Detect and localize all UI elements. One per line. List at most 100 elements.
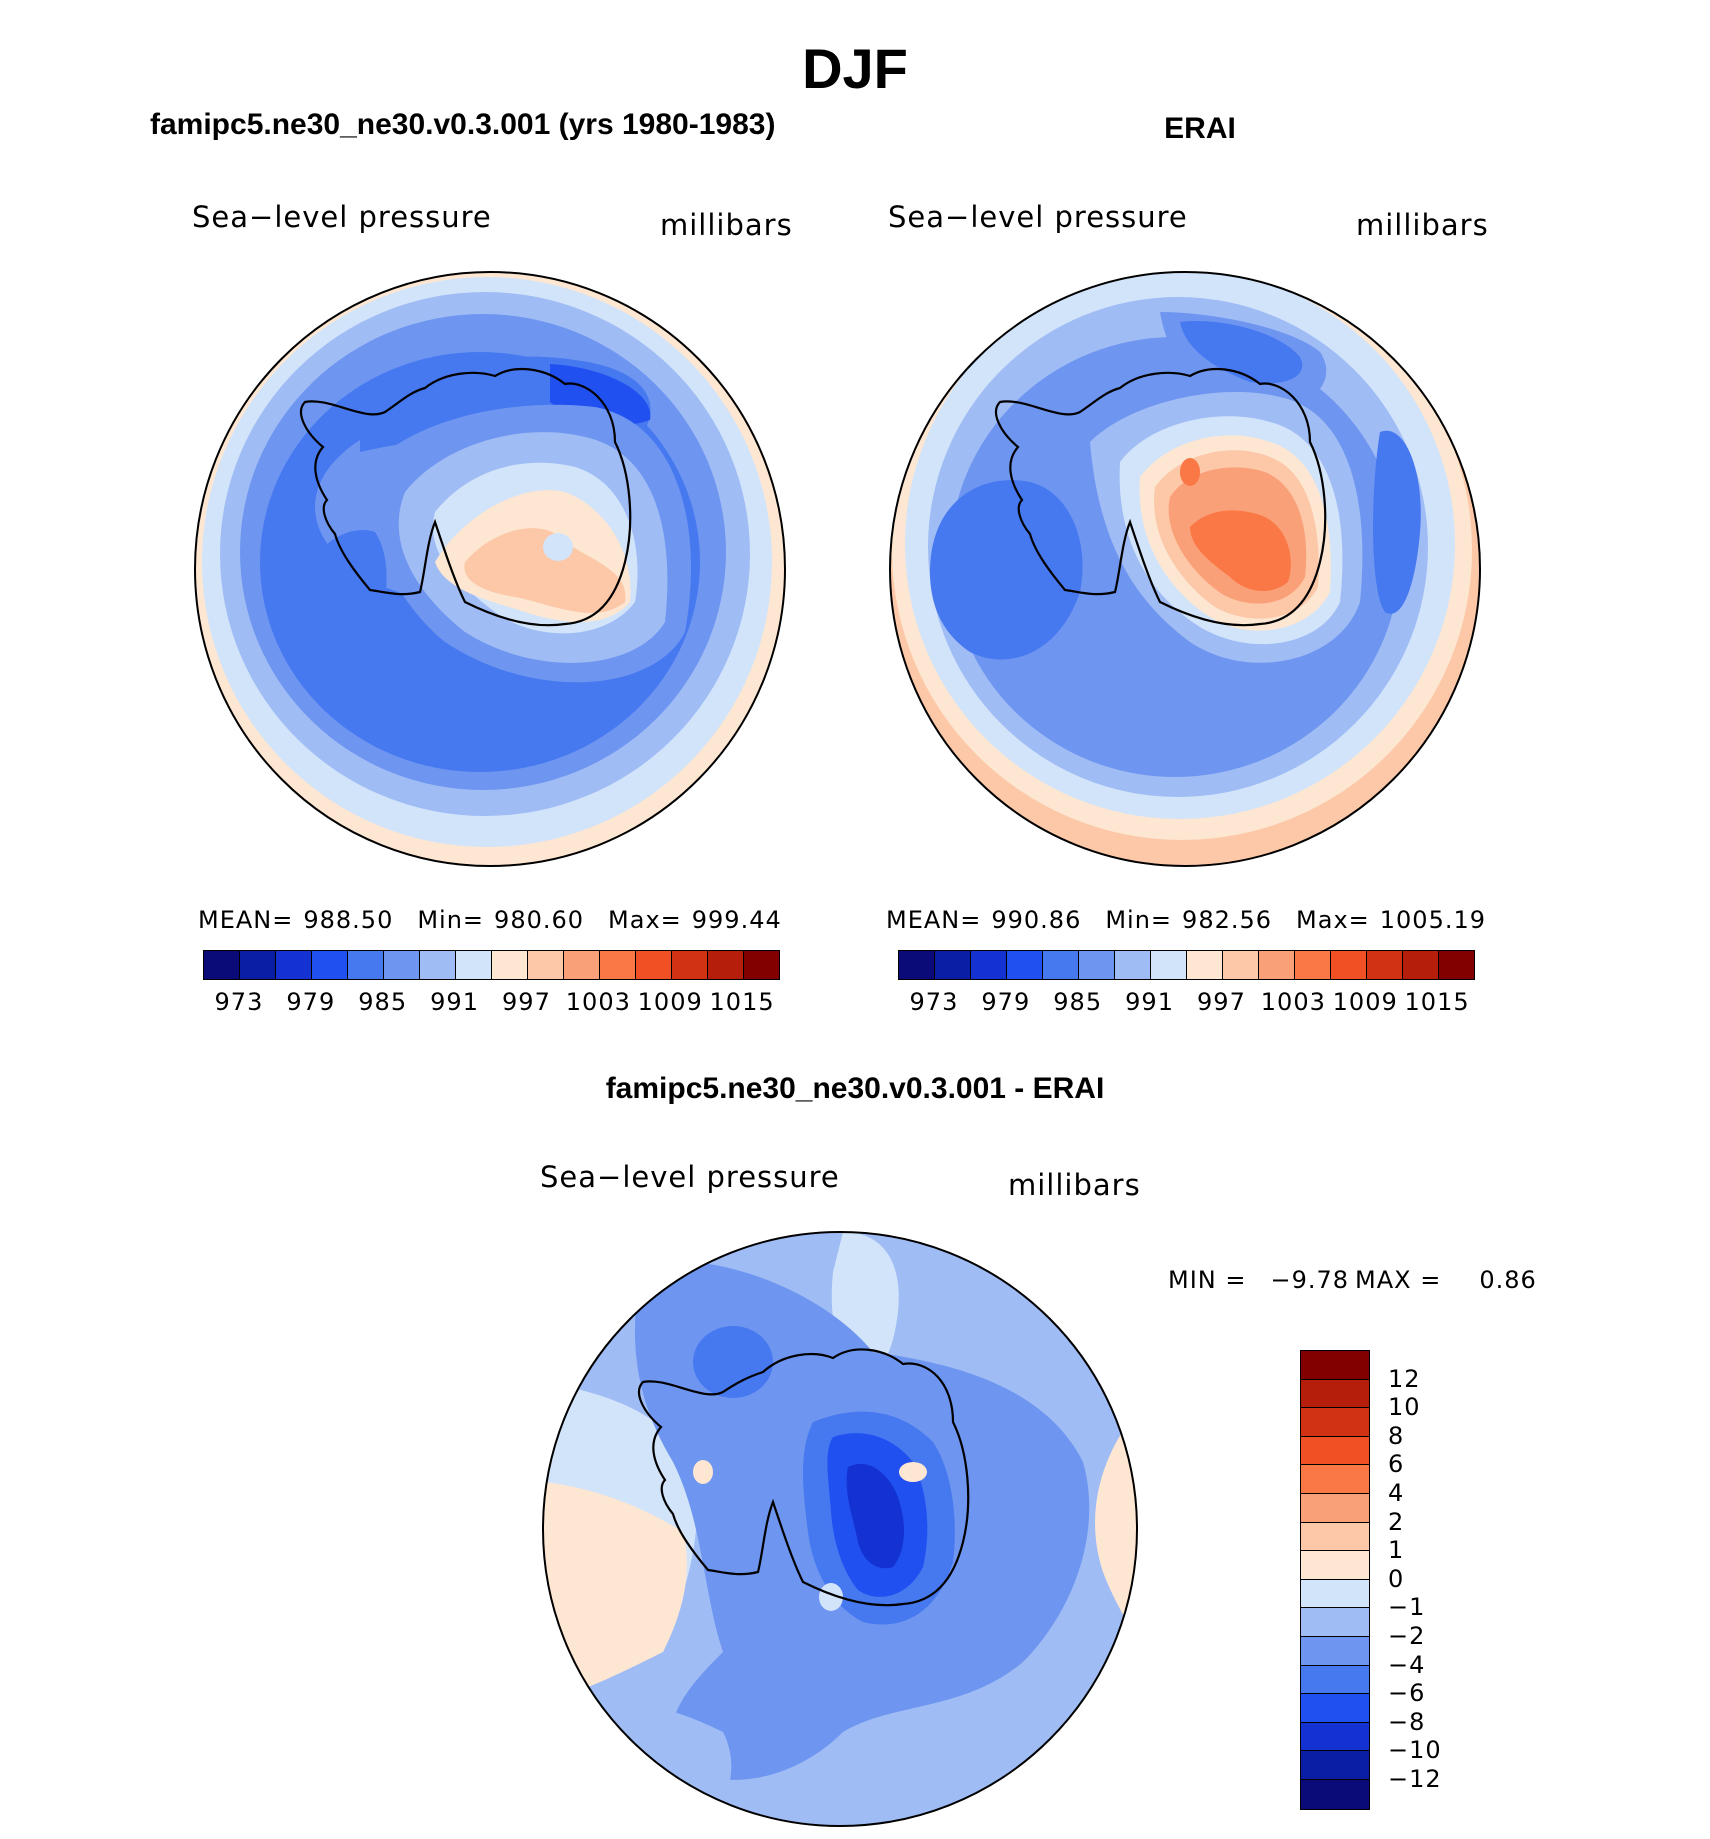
- colorbar-tick-label: 10: [1388, 1393, 1421, 1422]
- right-units-label: millibars: [1356, 208, 1489, 242]
- colorbar-tick-label: −1: [1388, 1593, 1426, 1622]
- colorbar-tick-label: 8: [1388, 1421, 1405, 1450]
- colorbar-tick-label: 997: [502, 988, 551, 1016]
- colorbar-tick-label: 4: [1388, 1479, 1405, 1507]
- right-panel-title: ERAI: [1164, 112, 1236, 145]
- colorbar-swatch: [600, 951, 636, 979]
- colorbar-swatch: [899, 951, 935, 979]
- colorbar-swatch: [492, 951, 528, 979]
- colorbar-tick-label: −10: [1388, 1736, 1442, 1765]
- colorbar-swatch: [1301, 1722, 1369, 1752]
- colorbar-tick-label: 973: [909, 988, 959, 1016]
- left-mean-value: 988.50: [303, 906, 394, 934]
- colorbar-tick-label: −8: [1388, 1707, 1426, 1736]
- colorbar-tick-label: 991: [1125, 988, 1174, 1016]
- colorbar-swatch: [1151, 951, 1187, 979]
- colorbar-tick-label: 2: [1388, 1507, 1405, 1536]
- diff-map: [542, 1231, 1138, 1827]
- colorbar-swatch: [971, 951, 1007, 979]
- colorbar-tick-label: −2: [1388, 1622, 1426, 1650]
- colorbar-swatch: [1301, 1522, 1369, 1552]
- colorbar-swatch: [636, 951, 672, 979]
- colorbar-swatch: [1259, 951, 1295, 979]
- colorbar-swatch: [1223, 951, 1259, 979]
- colorbar-swatch: [1301, 1665, 1369, 1695]
- colorbar-tick-label: 1003: [1260, 988, 1326, 1016]
- colorbar-tick-label: 979: [286, 988, 336, 1016]
- colorbar-tick-label: 985: [1053, 988, 1103, 1016]
- colorbar-tick-label: 991: [430, 988, 479, 1016]
- colorbar-swatch: [935, 951, 971, 979]
- diff-min-value: −9.78: [1270, 1266, 1350, 1294]
- colorbar-swatch: [204, 951, 240, 979]
- right-mean-label: MEAN=: [886, 906, 982, 934]
- colorbar-tick-label: 1009: [1332, 988, 1398, 1016]
- diff-panel-title: famipc5.ne30_ne30.v0.3.001 - ERAI: [605, 1072, 1105, 1105]
- colorbar-swatch: [1301, 1779, 1369, 1809]
- diff-units-label: millibars: [1008, 1168, 1141, 1202]
- diff-max-label: MAX =: [1355, 1266, 1442, 1294]
- left-map-fill: [195, 272, 785, 866]
- colorbar-swatch: [240, 951, 276, 979]
- colorbar-swatch: [1301, 1436, 1369, 1466]
- right-map-fill: [890, 272, 1480, 866]
- left-max-value: 999.44: [691, 906, 782, 934]
- right-min-value: 982.56: [1182, 906, 1273, 934]
- colorbar-tick-label: 12: [1388, 1364, 1421, 1393]
- colorbar-tick-label: 973: [214, 988, 264, 1016]
- colorbar-tick-label: 979: [981, 988, 1031, 1016]
- colorbar-swatch: [420, 951, 456, 979]
- colorbar-tick-label: 0: [1388, 1564, 1405, 1593]
- right-colorbar: [898, 950, 1475, 980]
- diff-max-value: 0.86: [1479, 1266, 1537, 1294]
- left-min-value: 980.60: [494, 906, 585, 934]
- colorbar-swatch: [1301, 1636, 1369, 1666]
- left-max-label: Max=: [608, 906, 682, 934]
- colorbar-swatch: [276, 951, 312, 979]
- right-map: [889, 271, 1481, 867]
- diff-colorbar: [1300, 1350, 1370, 1810]
- right-max-value: 1005.19: [1379, 906, 1487, 934]
- colorbar-swatch: [456, 951, 492, 979]
- colorbar-swatch: [1301, 1408, 1369, 1437]
- colorbar-swatch: [708, 951, 744, 979]
- colorbar-tick-label: 985: [358, 988, 408, 1016]
- diff-stats: MIN = −9.78 MAX = 0.86: [1168, 1266, 1547, 1294]
- colorbar-tick-label: 1015: [1404, 988, 1470, 1016]
- colorbar-swatch: [528, 951, 564, 979]
- colorbar-swatch: [1439, 951, 1474, 979]
- colorbar-swatch: [1301, 1694, 1369, 1723]
- colorbar-swatch: [384, 951, 420, 979]
- left-colorbar: [203, 950, 780, 980]
- diff-map-fill: [543, 1232, 1137, 1826]
- colorbar-swatch: [1043, 951, 1079, 979]
- colorbar-tick-label: 6: [1388, 1450, 1405, 1479]
- colorbar-tick-label: 1: [1388, 1536, 1405, 1565]
- colorbar-tick-label: 1003: [565, 988, 631, 1016]
- colorbar-swatch: [348, 951, 384, 979]
- colorbar-swatch: [1301, 1379, 1369, 1409]
- left-antarctica-coastline: [299, 368, 632, 627]
- colorbar-tick-label: −6: [1388, 1679, 1426, 1708]
- colorbar-swatch: [564, 951, 600, 979]
- diff-variable-label: Sea−level pressure: [540, 1160, 840, 1194]
- colorbar-swatch: [1301, 1493, 1369, 1523]
- colorbar-swatch: [1115, 951, 1151, 979]
- left-variable-label: Sea−level pressure: [192, 200, 492, 234]
- colorbar-swatch: [312, 951, 348, 979]
- left-min-label: Min=: [417, 906, 485, 934]
- diff-min-label: MIN =: [1168, 1266, 1247, 1294]
- colorbar-tick-label: 997: [1197, 988, 1246, 1016]
- left-mean-label: MEAN=: [198, 906, 294, 934]
- colorbar-tick-label: −4: [1388, 1650, 1426, 1679]
- left-map: [194, 271, 786, 867]
- colorbar-tick-label: 1015: [709, 988, 775, 1016]
- colorbar-swatch: [744, 951, 779, 979]
- colorbar-tick-label: −12: [1388, 1765, 1442, 1793]
- figure-title: DJF: [802, 37, 908, 100]
- colorbar-swatch: [1367, 951, 1403, 979]
- colorbar-swatch: [1331, 951, 1367, 979]
- right-min-label: Min=: [1105, 906, 1173, 934]
- colorbar-tick-label: 1009: [637, 988, 703, 1016]
- colorbar-swatch: [1301, 1579, 1369, 1609]
